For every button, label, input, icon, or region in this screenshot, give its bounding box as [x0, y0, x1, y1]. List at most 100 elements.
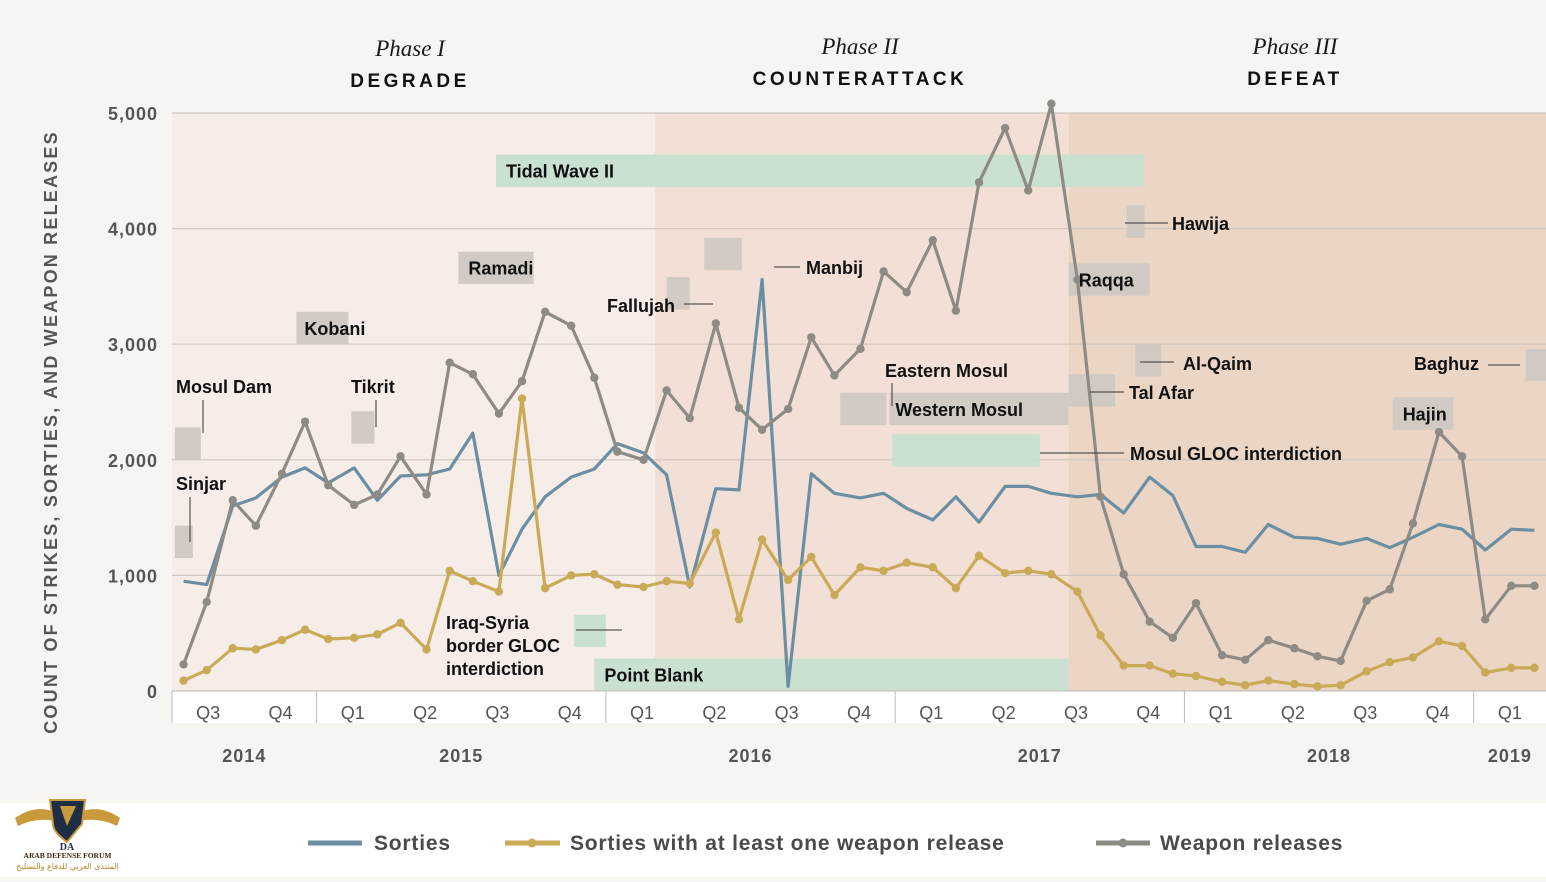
operation-box-mosul-dam [174, 427, 201, 460]
data-point-sorties-with-at-least-one-weapon-release [902, 558, 911, 567]
data-point-sorties-with-at-least-one-weapon-release [1264, 676, 1273, 685]
legend: Sorties Sorties with at least one weapon… [308, 832, 1342, 855]
operation-box-eastern-mosul [840, 392, 887, 426]
data-point-sorties-with-at-least-one-weapon-release [251, 645, 261, 654]
quarter-tick-label: Q4 [847, 703, 871, 723]
quarter-tick-label: Q1 [1498, 703, 1522, 723]
data-point-weapon-releases [396, 452, 405, 461]
legend-item-sorties: Sorties [308, 832, 451, 855]
phase-3-name: Phase III [1252, 34, 1339, 59]
legend-item-weapon-releases: Weapon releases [1096, 832, 1342, 855]
data-point-sorties-with-at-least-one-weapon-release [1385, 657, 1394, 667]
logo-text-arabic: المنتدى العربي للدفاع والتسليح [16, 862, 119, 871]
eagle-shield-icon: DA [15, 799, 120, 853]
data-point-weapon-releases [1024, 186, 1033, 195]
data-point-weapon-releases [300, 417, 310, 426]
data-point-weapon-releases [783, 404, 793, 414]
quarter-tick-label: Q1 [630, 703, 654, 723]
data-point-weapon-releases [277, 469, 287, 478]
data-point-weapon-releases [1168, 633, 1178, 643]
data-point-sorties-with-at-least-one-weapon-release [445, 566, 454, 575]
data-point-sorties-with-at-least-one-weapon-release [783, 575, 793, 585]
series-line-sorties [183, 277, 1535, 689]
data-point-sorties-with-at-least-one-weapon-release [422, 645, 431, 654]
legend-label-sorties: Sorties [374, 832, 451, 855]
data-point-sorties-with-at-least-one-weapon-release [1191, 671, 1201, 681]
logo-text-english: ARAB DEFENSE FORUM [23, 851, 112, 860]
quarter-tick-label: Q4 [268, 703, 292, 723]
data-point-weapon-releases [1530, 581, 1539, 591]
data-point-weapon-releases [517, 376, 527, 386]
operation-label-fallujah: Fallujah [607, 296, 675, 316]
operation-box-baghuz [1525, 348, 1546, 382]
data-point-weapon-releases [468, 370, 478, 379]
legend-marker-sorties-weapon [527, 838, 537, 848]
operation-label-hajin: Hajin [1403, 404, 1447, 424]
data-point-weapon-releases [1145, 617, 1154, 626]
year-label: 2015 [439, 746, 483, 766]
data-point-sorties-with-at-least-one-weapon-release [734, 615, 744, 624]
data-point-sorties-with-at-least-one-weapon-release [879, 566, 888, 575]
operation-box-tikrit [351, 411, 375, 444]
data-point-sorties-with-at-least-one-weapon-release [350, 633, 359, 643]
operation-box-hawija [1126, 205, 1145, 238]
data-point-weapon-releases [494, 409, 504, 418]
data-point-sorties-with-at-least-one-weapon-release [711, 528, 721, 537]
data-point-weapon-releases [373, 490, 382, 499]
phase-1-title: DEGRADE [350, 71, 470, 92]
y-axis-label: COUNT OF STRIKES, SORTIES, AND WEAPON RE… [41, 130, 61, 734]
data-point-weapon-releases [711, 319, 721, 328]
quarter-tick-label: Q1 [1209, 703, 1233, 723]
data-point-weapon-releases [902, 287, 911, 297]
data-point-weapon-releases [1434, 427, 1444, 437]
operation-box-al-qaim [1135, 344, 1162, 377]
data-point-weapon-releases [228, 496, 237, 505]
legend-footer: Sorties Sorties with at least one weapon… [0, 803, 1546, 877]
data-point-weapon-releases [540, 307, 550, 317]
data-point-sorties-with-at-least-one-weapon-release [590, 570, 599, 579]
data-point-sorties-with-at-least-one-weapon-release [1047, 570, 1056, 579]
operation-label-baghuz: Baghuz [1414, 354, 1479, 374]
quarter-tick-label: Q2 [992, 703, 1016, 723]
operation-box-mosul-gloc-interdiction [892, 434, 1040, 467]
data-point-sorties-with-at-least-one-weapon-release [373, 630, 382, 639]
quarter-tick-label: Q4 [558, 703, 582, 723]
data-point-sorties-with-at-least-one-weapon-release [928, 563, 937, 572]
data-point-sorties-with-at-least-one-weapon-release [1313, 682, 1322, 691]
operation-box-western-mosul [889, 392, 1069, 426]
data-point-sorties-with-at-least-one-weapon-release [494, 587, 504, 596]
arab-defense-forum-logo: DA ARAB DEFENSE FORUM المنتدى العربي للد… [10, 786, 125, 876]
data-point-sorties-with-at-least-one-weapon-release [396, 618, 405, 627]
quarter-tick-label: Q2 [413, 703, 437, 723]
data-point-weapon-releases [639, 455, 648, 464]
data-point-weapon-releases [566, 321, 576, 330]
data-point-sorties-with-at-least-one-weapon-release [202, 665, 211, 675]
annotation-labels: Tidal Wave II Mosul GLOC interdiction Poin… [176, 162, 1520, 686]
operation-label-tidal-wave-ii: Tidal Wave II [506, 162, 614, 182]
data-point-weapon-releases [613, 447, 622, 456]
operation-label-mosul-dam: Mosul Dam [176, 377, 272, 397]
quarter-tick-label: Q3 [1353, 703, 1377, 723]
data-point-weapon-releases [1408, 519, 1418, 528]
phase-3-title: DEFEAT [1247, 69, 1343, 90]
data-point-weapon-releases [1457, 452, 1467, 461]
data-point-weapon-releases [662, 386, 671, 395]
data-point-weapon-releases [856, 344, 865, 354]
data-point-sorties-with-at-least-one-weapon-release [1168, 669, 1178, 678]
data-point-weapon-releases [422, 490, 431, 499]
operation-label-al-qaim: Al-Qaim [1183, 354, 1252, 374]
data-point-sorties-with-at-least-one-weapon-release [951, 583, 961, 593]
quarter-tick-label: Q2 [702, 703, 726, 723]
quarter-axis-strip [172, 691, 1546, 723]
data-point-weapon-releases [1073, 275, 1082, 284]
data-point-sorties-with-at-least-one-weapon-release [1362, 667, 1371, 676]
y-tick-label: 3,000 [108, 335, 158, 355]
year-label: 2019 [1488, 746, 1532, 766]
operation-box-sinjar [174, 525, 193, 559]
data-point-sorties-with-at-least-one-weapon-release [1457, 641, 1467, 651]
operation-label-tal-afar: Tal Afar [1129, 383, 1194, 403]
operation-label-manbij: Manbij [806, 258, 863, 278]
data-point-weapon-releases [1217, 650, 1227, 660]
data-point-weapon-releases [1385, 585, 1394, 594]
data-point-sorties-with-at-least-one-weapon-release [324, 634, 333, 644]
